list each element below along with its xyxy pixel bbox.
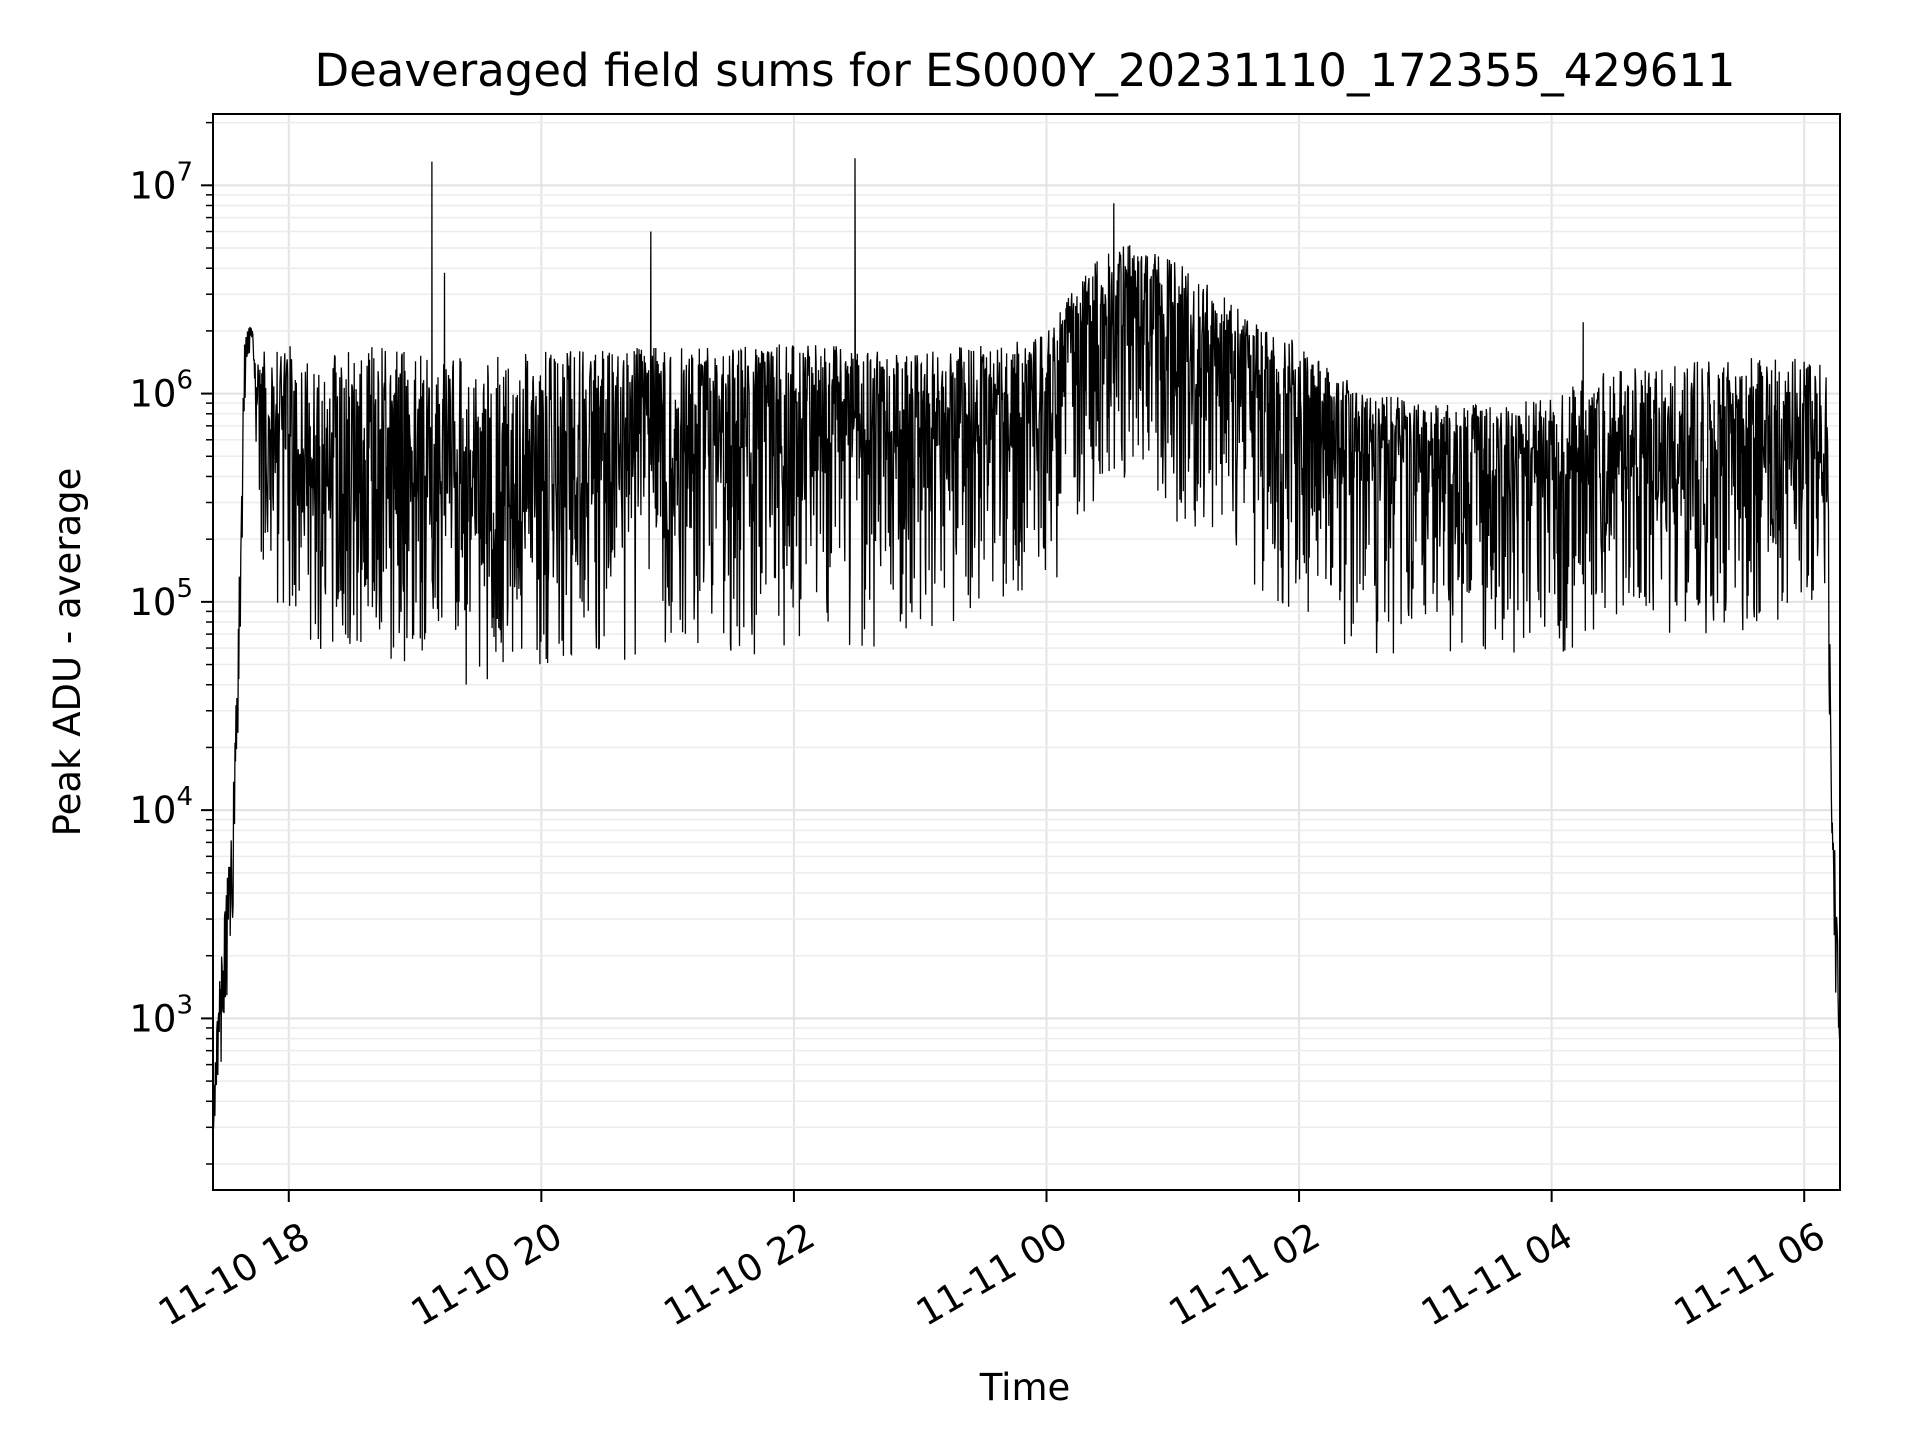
y-axis-label: Peak ADU - average: [46, 468, 89, 837]
y-tick-label: 103: [129, 990, 193, 1040]
y-tick-label: 107: [129, 157, 193, 207]
chart-title: Deaveraged field sums for ES000Y_2023111…: [314, 44, 1735, 97]
y-tick-label: 104: [129, 782, 193, 832]
y-axis: 103 104 105 106 107: [129, 121, 213, 1165]
y-tick-label: 105: [129, 574, 193, 624]
plot-frame: [212, 113, 1841, 1191]
y-tick-label: 106: [129, 366, 193, 416]
x-axis-label: Time: [979, 1366, 1071, 1409]
data-series: [212, 158, 1841, 1130]
series-line: [212, 158, 1841, 1130]
